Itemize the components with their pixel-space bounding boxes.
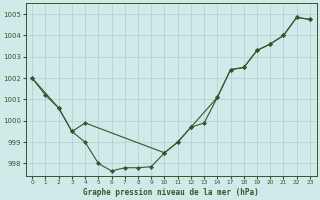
X-axis label: Graphe pression niveau de la mer (hPa): Graphe pression niveau de la mer (hPa): [83, 188, 259, 197]
